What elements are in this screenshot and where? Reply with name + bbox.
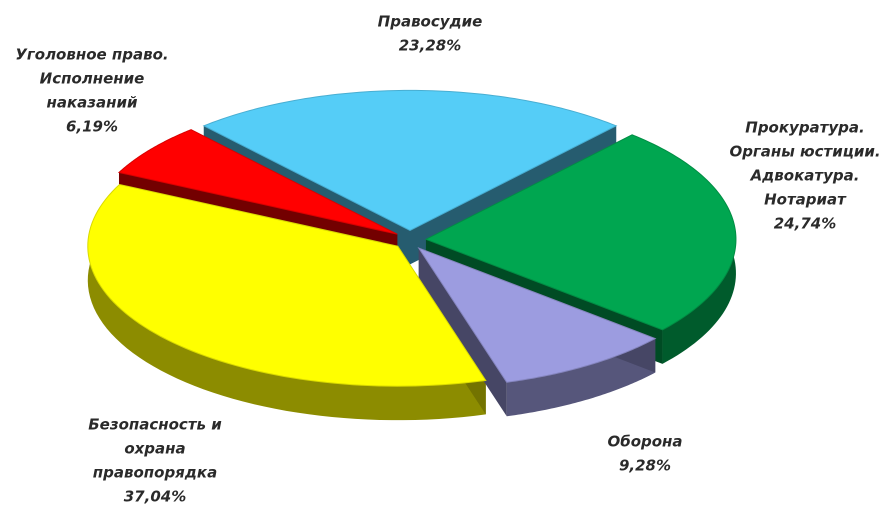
slice-label: Органы юстиции. <box>729 143 880 161</box>
slice-side <box>87 184 486 421</box>
slice <box>424 134 737 331</box>
slice-cut <box>418 248 507 417</box>
slice-value-label: 23,28% <box>399 37 461 55</box>
slice-label: Оборона <box>607 433 682 451</box>
slice-label: Безопасность и <box>88 416 222 434</box>
slice-label: охрана <box>124 440 185 458</box>
slice-value-label: 24,74% <box>774 215 836 233</box>
slice-label: Правосудие <box>378 13 483 31</box>
slice <box>202 89 618 231</box>
slice-label: Исполнение <box>40 70 145 88</box>
slice-label: Прокуратура. <box>745 119 864 137</box>
slice-label: правопорядка <box>93 464 217 482</box>
slice-value-label: 9,28% <box>619 457 671 475</box>
slice-label: Уголовное право. <box>15 46 168 64</box>
slice-value-label: 37,04% <box>124 488 186 506</box>
labels: Правосудие 23,28% Прокуратура. Органы юстиц… <box>15 13 880 506</box>
slice-label: наказаний <box>46 94 138 112</box>
slice-value-label: 6,19% <box>66 118 118 136</box>
slice <box>117 129 398 235</box>
slice <box>87 183 487 387</box>
pie-tops <box>87 89 737 387</box>
slice <box>417 247 657 383</box>
slice-label: Адвокатура. <box>750 167 860 185</box>
slice-label: Нотариат <box>764 191 847 209</box>
